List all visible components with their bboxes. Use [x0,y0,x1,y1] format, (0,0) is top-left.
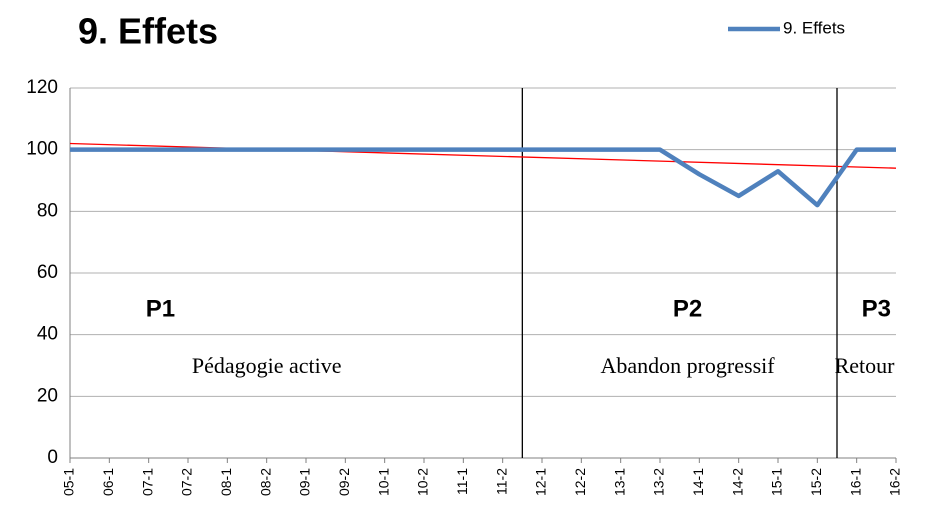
y-tick-label: 80 [37,200,58,221]
phase-description: Retour [835,353,896,378]
x-tick-label: 15-1 [769,468,785,496]
y-tick-label: 100 [26,139,58,160]
legend-label: 9. Effets [783,18,845,37]
x-tick-label: 08-1 [218,468,234,496]
x-tick-label: 07-2 [179,468,195,496]
x-tick-label: 14-2 [729,468,745,496]
y-tick-label: 60 [37,262,58,283]
x-tick-label: 12-1 [533,468,549,496]
x-tick-label: 15-2 [808,468,824,496]
x-tick-label: 10-1 [375,468,391,496]
y-tick-label: 40 [37,324,58,345]
phase-description: Pédagogie active [192,353,342,378]
x-tick-label: 13-2 [651,468,667,496]
x-tick-label: 16-2 [887,468,903,496]
x-tick-label: 06-1 [100,468,116,496]
phase-label: P1 [146,295,175,322]
x-tick-label: 13-1 [611,468,627,496]
x-tick-label: 07-1 [139,468,155,496]
x-tick-label: 16-1 [847,468,863,496]
x-tick-label: 11-1 [454,468,470,495]
x-tick-label: 08-2 [257,468,273,496]
y-tick-label: 20 [37,385,58,406]
x-tick-label: 12-2 [572,468,588,496]
x-tick-label: 14-1 [690,468,706,496]
phase-label: P2 [673,295,702,322]
series-line [70,147,896,208]
chart-title: 9. Effets [78,11,218,52]
x-tick-label: 10-2 [415,468,431,496]
y-tick-label: 0 [47,447,58,468]
y-tick-label: 120 [26,77,58,98]
phase-description: Abandon progressif [600,353,775,378]
x-tick-label: 09-2 [336,468,352,496]
phase-label: P3 [862,295,891,322]
trendline [69,142,897,169]
x-tick-label: 09-1 [297,468,313,496]
x-tick-label: 05-1 [61,468,77,496]
x-tick-label: 11-2 [493,468,509,495]
